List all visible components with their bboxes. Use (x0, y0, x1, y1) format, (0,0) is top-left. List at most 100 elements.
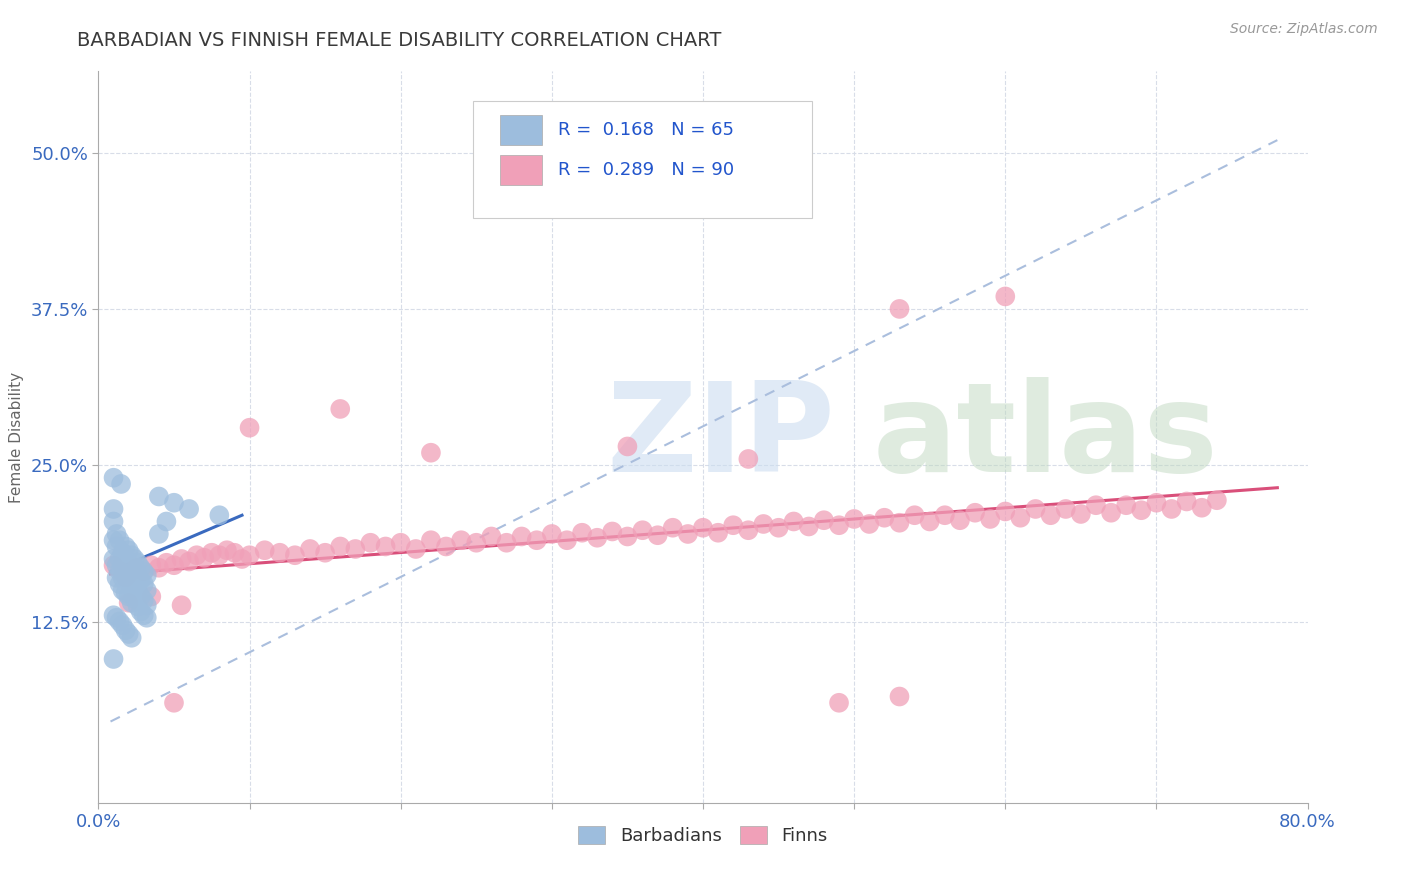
Point (108, 615, 131, 629)
Point (111, 583, 134, 598)
Point (111, 571, 134, 585)
Point (121, 596, 143, 610)
Point (284, 548, 307, 562)
Point (103, 515, 125, 529)
Point (873, 510, 896, 524)
Point (103, 502, 125, 516)
Point (768, 521, 790, 535)
Point (904, 508, 927, 523)
Point (1070, 507, 1092, 521)
Point (1206, 493, 1229, 508)
Point (208, 548, 231, 562)
Text: R =  0.168   N = 65: R = 0.168 N = 65 (558, 121, 734, 139)
Point (329, 401, 352, 416)
Point (124, 577, 146, 591)
Point (132, 577, 155, 591)
Point (114, 571, 136, 585)
Point (132, 608, 155, 623)
Point (118, 590, 141, 604)
Text: BARBADIAN VS FINNISH FEMALE DISABILITY CORRELATION CHART: BARBADIAN VS FINNISH FEMALE DISABILITY C… (77, 31, 721, 50)
Point (114, 568, 136, 582)
Text: atlas: atlas (872, 376, 1218, 498)
Point (163, 696, 186, 710)
Point (495, 535, 517, 549)
Point (114, 540, 136, 554)
Point (108, 533, 131, 548)
Point (215, 543, 238, 558)
Point (118, 627, 141, 641)
Point (707, 525, 730, 540)
Point (1191, 500, 1213, 515)
Point (1039, 508, 1062, 523)
Point (752, 516, 775, 531)
Point (111, 546, 134, 560)
Point (201, 546, 224, 560)
Point (526, 533, 548, 548)
Point (114, 624, 136, 638)
Point (510, 529, 533, 543)
Point (127, 599, 149, 614)
Point (124, 560, 146, 574)
Point (103, 558, 125, 573)
Point (858, 516, 880, 531)
Point (647, 528, 669, 542)
Point (616, 529, 638, 543)
Point (1099, 506, 1122, 520)
Point (135, 568, 157, 582)
Point (965, 506, 987, 520)
Point (692, 521, 714, 535)
Point (737, 452, 759, 467)
Point (631, 523, 654, 537)
Point (994, 504, 1017, 518)
Point (1115, 498, 1137, 512)
Point (1130, 503, 1153, 517)
Point (434, 540, 457, 554)
Point (253, 543, 276, 558)
Point (108, 552, 131, 566)
Point (114, 586, 136, 600)
Point (135, 599, 157, 613)
Point (118, 543, 141, 558)
Point (269, 546, 291, 560)
Point (783, 515, 806, 529)
Point (329, 540, 352, 554)
Point (1175, 494, 1198, 508)
Point (389, 535, 412, 549)
Point (889, 301, 911, 316)
Point (148, 527, 170, 541)
Point (676, 527, 699, 541)
Point (231, 552, 253, 566)
Point (163, 496, 186, 510)
Point (129, 590, 152, 604)
Point (405, 541, 427, 556)
Point (103, 471, 125, 485)
Point (170, 599, 193, 613)
Point (374, 540, 396, 554)
Point (934, 508, 956, 523)
Point (127, 556, 149, 570)
Point (616, 440, 638, 454)
Point (571, 525, 593, 540)
Point (125, 560, 148, 574)
Point (1054, 502, 1077, 516)
Point (844, 512, 866, 526)
Point (299, 541, 322, 556)
Point (129, 573, 152, 587)
Point (111, 558, 134, 573)
Point (141, 590, 163, 604)
Point (186, 548, 208, 562)
Point (124, 552, 146, 566)
Point (114, 552, 136, 566)
Point (135, 611, 157, 625)
FancyBboxPatch shape (474, 101, 811, 218)
Point (828, 696, 851, 710)
Point (105, 527, 128, 541)
Point (224, 546, 246, 560)
Point (129, 605, 152, 619)
Point (155, 556, 177, 570)
Point (155, 515, 177, 529)
Point (121, 548, 143, 562)
Point (121, 565, 143, 579)
Point (105, 571, 128, 585)
Point (450, 533, 472, 548)
